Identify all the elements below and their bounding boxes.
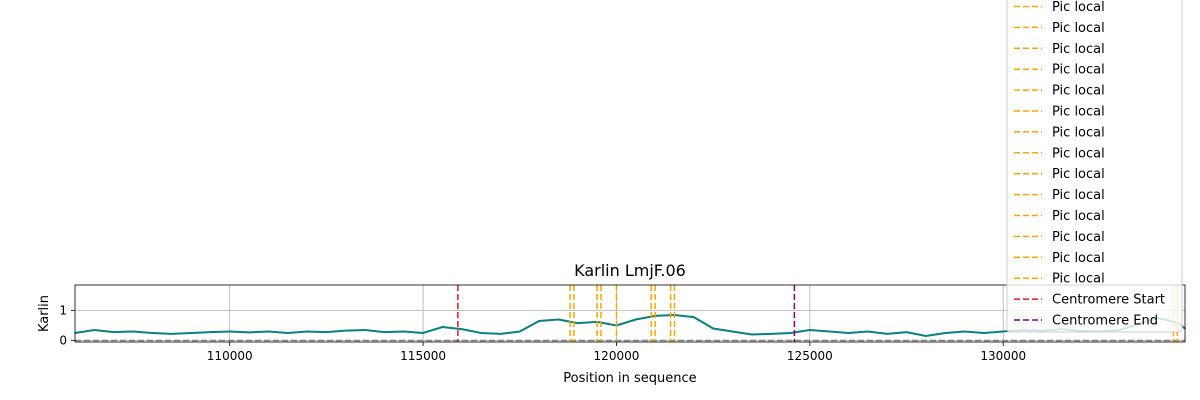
- data-point: [209, 331, 212, 333]
- data-point: [712, 327, 714, 330]
- legend-label: Pic local: [1052, 42, 1105, 57]
- y-axis-label: Karlin: [37, 295, 52, 332]
- legend-label: Pic local: [1052, 251, 1105, 266]
- data-point: [267, 330, 270, 333]
- data-point: [518, 330, 521, 333]
- data-point: [441, 326, 444, 328]
- y-tick-label: 1: [59, 304, 67, 318]
- x-tick-label: 115000: [400, 349, 446, 363]
- data-point: [248, 331, 250, 334]
- data-point: [751, 333, 753, 336]
- data-point: [499, 333, 502, 335]
- legend-label: Pic local: [1052, 21, 1105, 36]
- data-point: [635, 318, 637, 321]
- data-point: [460, 328, 463, 330]
- data-point: [480, 332, 482, 334]
- legend-label: Pic local: [1052, 84, 1105, 99]
- legend-label: Centromere End: [1052, 314, 1158, 329]
- x-tick-label: 125000: [787, 349, 833, 363]
- data-point: [847, 332, 850, 334]
- data-point: [828, 330, 830, 333]
- axis-ticks: 110000 115000 120000 125000 130000 0 1: [59, 304, 1026, 364]
- legend-label: Pic local: [1052, 209, 1105, 224]
- data-point: [867, 330, 869, 333]
- data-point: [789, 332, 792, 334]
- legend: Pic local Pic local Pic local Pic local Pic …: [1006, 0, 1183, 333]
- legend-label: Pic local: [1052, 63, 1105, 78]
- data-point: [905, 331, 908, 333]
- data-point: [770, 333, 772, 335]
- data-point: [983, 332, 985, 334]
- data-point: [925, 335, 927, 337]
- y-tick-label: 0: [59, 334, 67, 348]
- legend-label: Pic local: [1052, 105, 1105, 120]
- data-point: [944, 332, 947, 334]
- data-point: [886, 333, 888, 335]
- data-point: [112, 331, 115, 333]
- data-point: [693, 316, 695, 318]
- legend-label: Pic local: [1052, 272, 1105, 287]
- data-point: [190, 332, 192, 334]
- data-point: [344, 329, 347, 332]
- data-point: [93, 329, 96, 331]
- legend-label: Pic local: [1052, 167, 1105, 182]
- legend-label: Pic local: [1052, 146, 1105, 161]
- data-point: [325, 331, 328, 333]
- data-point: [1002, 330, 1005, 333]
- legend-label: Centromere Start: [1052, 293, 1165, 308]
- data-point: [364, 329, 366, 331]
- data-point: [963, 330, 966, 333]
- data-point: [731, 330, 734, 333]
- x-axis-label: Position in sequence: [563, 371, 696, 386]
- data-point: [557, 318, 560, 321]
- data-point: [576, 322, 579, 324]
- legend-label: Pic local: [1052, 125, 1105, 140]
- data-point: [402, 330, 405, 333]
- data-point: [809, 329, 811, 331]
- data-point: [151, 332, 154, 334]
- data-point: [286, 332, 289, 334]
- data-point: [306, 330, 308, 333]
- legend-label: Pic local: [1052, 0, 1105, 15]
- data-point: [170, 333, 173, 335]
- x-tick-label: 120000: [594, 349, 640, 363]
- legend-label: Pic local: [1052, 230, 1105, 245]
- x-tick-label: 110000: [207, 349, 253, 363]
- data-point: [383, 331, 386, 333]
- plot-frame: [74, 284, 1186, 343]
- data-point: [228, 330, 231, 333]
- legend-box: [1006, 0, 1183, 333]
- data-point: [422, 332, 424, 334]
- x-tick-label: 130000: [980, 349, 1026, 363]
- legend-label: Pic local: [1052, 188, 1105, 203]
- chart-title: Karlin LmjF.06: [574, 261, 686, 280]
- data-point: [538, 320, 540, 322]
- data-point: [132, 330, 134, 333]
